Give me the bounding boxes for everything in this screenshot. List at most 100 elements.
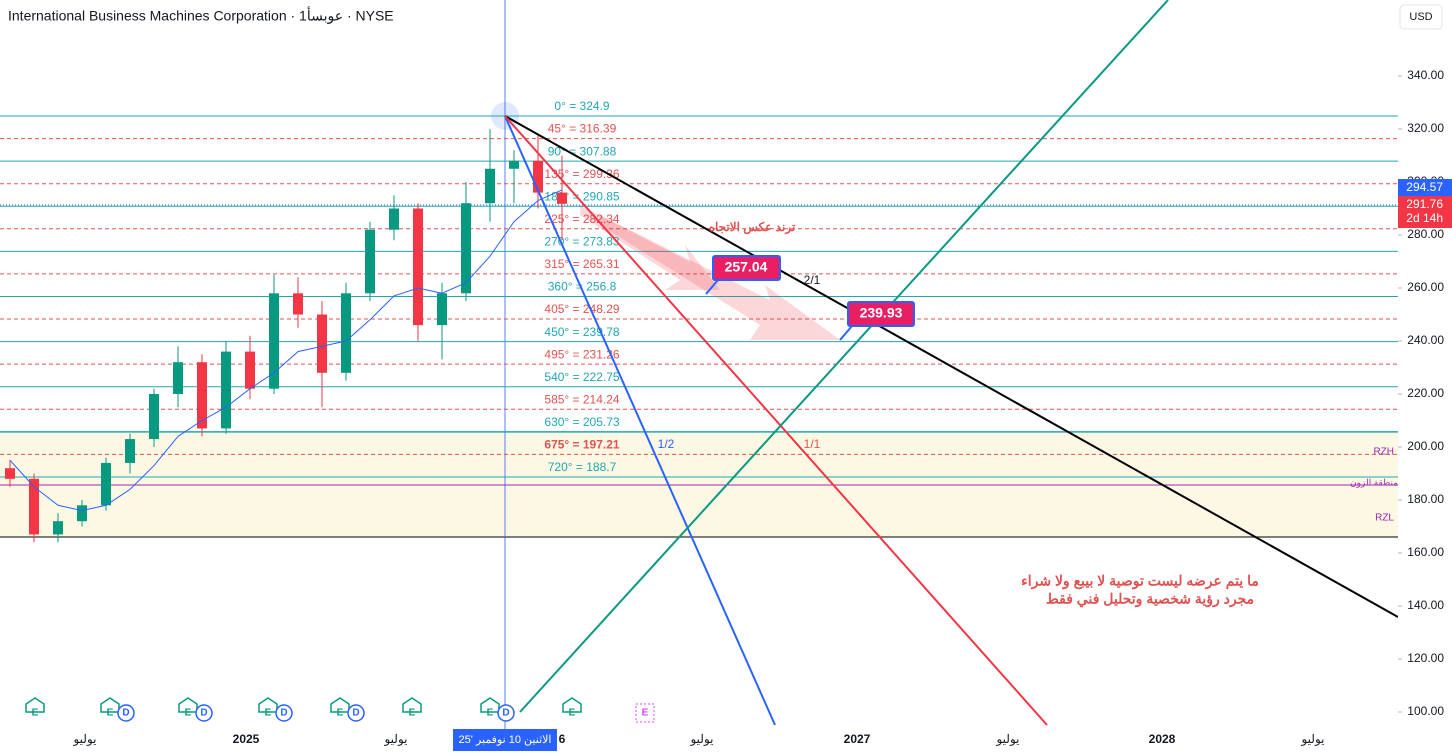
y-tick-label: 200.00 xyxy=(1407,439,1444,453)
currency[interactable]: USD xyxy=(1409,11,1432,23)
candle-body xyxy=(29,478,39,535)
x-tick-label: يوليو xyxy=(72,732,96,746)
trend-line-2-1 xyxy=(504,115,1399,618)
crosshair-badge xyxy=(453,729,557,751)
dividend-icon xyxy=(275,704,293,722)
x-tick-label: يوليو xyxy=(1300,732,1324,746)
earnings-icon xyxy=(562,697,582,713)
fib-label: 90° = 307.88 xyxy=(548,144,617,158)
target-pointer xyxy=(839,325,853,341)
earnings-letter: E xyxy=(569,708,576,719)
candle-body xyxy=(557,192,567,204)
last-price-badge xyxy=(1398,179,1452,196)
fib-label: 45° = 316.39 xyxy=(548,122,617,136)
earnings-letter: E xyxy=(487,708,494,719)
disclaimer: مجرد رؤية شخصية وتحليل فني فقط xyxy=(1046,591,1254,608)
candle-body xyxy=(461,203,471,294)
candle-body xyxy=(437,293,447,326)
earnings-icon xyxy=(25,697,45,713)
candle-body xyxy=(365,229,375,294)
arrow-1 xyxy=(580,205,720,290)
candle-body xyxy=(245,351,255,389)
target-box xyxy=(712,255,781,281)
fib-label: 675° = 197.21 xyxy=(544,438,620,452)
fib-label: 0° = 324.9 xyxy=(554,99,610,113)
annotation: RZL xyxy=(1375,513,1394,524)
x-tick-label: يوليو xyxy=(689,732,713,746)
x-tick-label: يوليو xyxy=(383,732,407,746)
earnings-icon xyxy=(635,703,655,723)
target-label: 239.93 xyxy=(860,305,903,321)
candle-body xyxy=(77,505,87,522)
candle-body xyxy=(53,521,63,535)
candle-body xyxy=(485,168,495,204)
fib-label: 450° = 239.78 xyxy=(544,325,620,339)
annotation: RZH xyxy=(1373,447,1394,458)
fib-label: 405° = 248.29 xyxy=(544,302,620,316)
y-tick-label: 320.00 xyxy=(1407,121,1444,135)
dividend-letter: D xyxy=(200,708,207,719)
earnings-icon xyxy=(258,697,278,713)
y-tick-label: 260.00 xyxy=(1407,280,1444,294)
close-price: 291.76 xyxy=(1406,197,1443,211)
candle-body xyxy=(5,468,15,479)
y-tick-label: 180.00 xyxy=(1407,492,1444,506)
candle-body xyxy=(293,293,303,315)
y-tick-label: 220.00 xyxy=(1407,386,1444,400)
dividend-letter: D xyxy=(502,708,509,719)
annotation: ترند عكس الاتجاه xyxy=(709,220,796,235)
candle-body xyxy=(317,314,327,373)
fib-label: 720° = 188.7 xyxy=(548,460,617,474)
annotation: 2/1 xyxy=(804,273,821,287)
annotation: 1/2 xyxy=(658,437,675,451)
disclaimer: ما يتم عرضه ليست توصية لا بيبع ولا شراء xyxy=(1021,573,1259,590)
earnings-icon xyxy=(330,697,350,713)
y-tick-label: 240.00 xyxy=(1407,333,1444,347)
candle-body xyxy=(173,362,183,394)
y-tick-label: 340.00 xyxy=(1407,68,1444,82)
candle-body xyxy=(269,293,279,389)
dividend-icon xyxy=(347,704,365,722)
earnings-icon xyxy=(480,697,500,713)
candle-body xyxy=(221,351,231,429)
target-box xyxy=(847,301,915,327)
candle-body xyxy=(509,160,519,169)
x-tick-label: 2028 xyxy=(1149,732,1176,746)
x-tick-label: 2027 xyxy=(844,732,871,746)
y-tick-label: 140.00 xyxy=(1407,598,1444,612)
dividend-letter: D xyxy=(280,708,287,719)
fib-label: 495° = 231.26 xyxy=(544,347,620,361)
earnings-icon xyxy=(178,697,198,713)
candle-body xyxy=(125,439,135,463)
x-tick-label: يوليو xyxy=(995,732,1019,746)
crosshair-label: الاثنين 10 نوفمبر '25 xyxy=(459,734,552,746)
countdown: 2d 14h xyxy=(1406,211,1443,225)
dividend-icon xyxy=(117,704,135,722)
target-label: 257.04 xyxy=(725,259,768,275)
candle-body xyxy=(389,208,399,230)
fib-label: 270° = 273.83 xyxy=(544,235,620,249)
candle-body xyxy=(533,160,543,193)
target-pointer xyxy=(705,279,719,295)
last-price: 294.57 xyxy=(1406,180,1443,194)
earnings-letter: E xyxy=(185,708,192,719)
earnings-icon xyxy=(100,697,120,713)
currency-button[interactable] xyxy=(1399,4,1443,30)
y-tick-label: 100.00 xyxy=(1407,704,1444,718)
earnings-letter: E xyxy=(337,708,344,719)
earnings-letter: E xyxy=(107,708,114,719)
fib-label: 585° = 214.24 xyxy=(544,392,620,406)
earnings-letter: E xyxy=(642,708,649,719)
fib-label: 630° = 205.73 xyxy=(544,415,620,429)
y-tick-label: 280.00 xyxy=(1407,227,1444,241)
dividend-icon xyxy=(497,704,515,722)
y-tick-label: 160.00 xyxy=(1407,545,1444,559)
title: International Business Machines Corporat… xyxy=(8,6,394,25)
green-line xyxy=(519,0,1169,713)
trend-line-1-1 xyxy=(504,115,1048,726)
trend-line-1-2 xyxy=(504,115,776,726)
candle-body xyxy=(149,394,159,440)
candle-body xyxy=(341,293,351,373)
dividend-letter: D xyxy=(352,708,359,719)
